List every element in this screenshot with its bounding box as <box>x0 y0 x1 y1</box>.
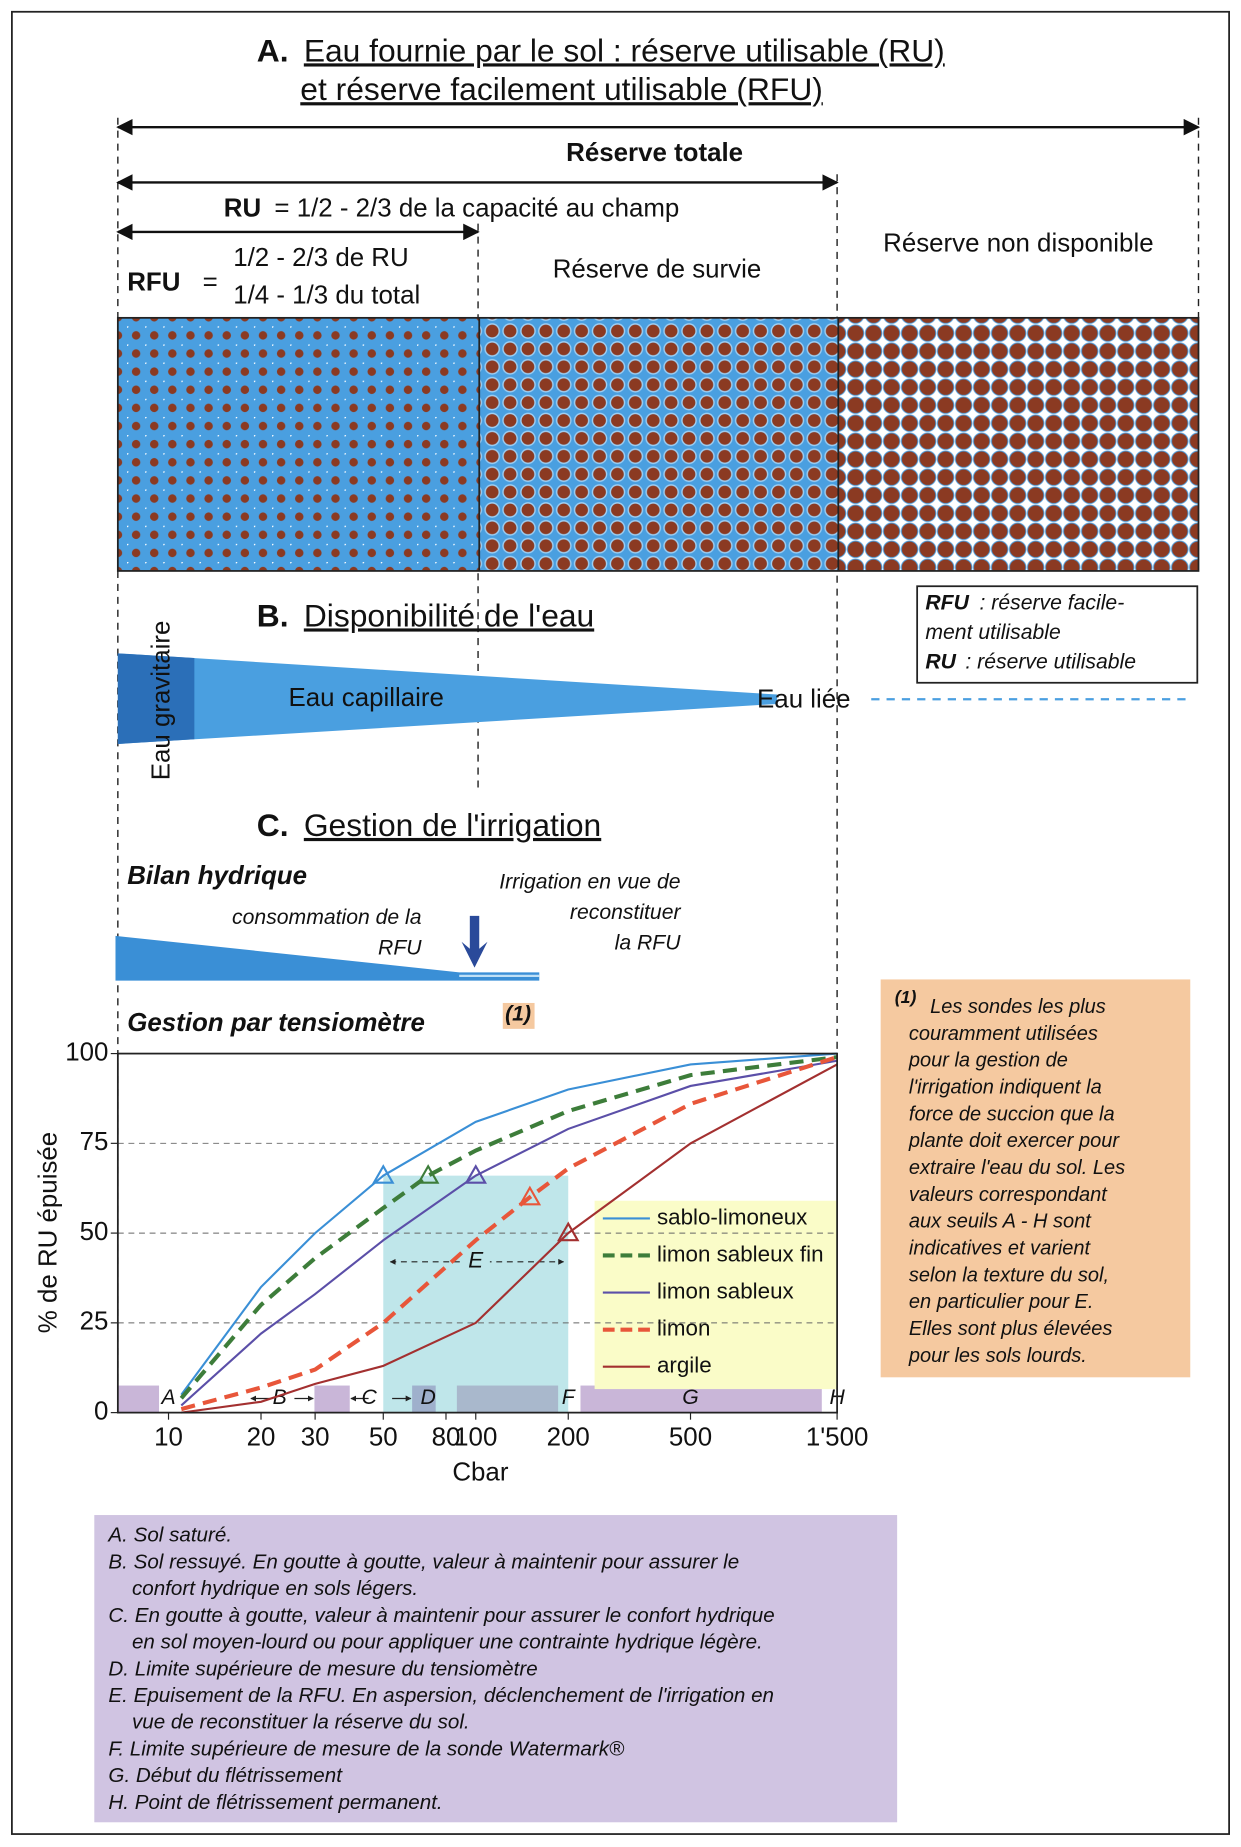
x-tick-label: 50 <box>369 1423 398 1451</box>
footnote-line: F. Limite supérieure de mesure de la son… <box>108 1737 625 1760</box>
note-line: l'irrigation indiquent la <box>909 1076 1102 1098</box>
zone-label: A <box>159 1386 175 1409</box>
footnote-line: E. Epuisement de la RFU. En aspersion, d… <box>108 1684 774 1707</box>
section-title: Gestion de l'irrigation <box>304 807 601 843</box>
y-tick-label: 50 <box>80 1218 109 1246</box>
legend-label: argile <box>657 1353 712 1378</box>
x-tick-label: 30 <box>301 1423 330 1451</box>
legend-label: sablo-limoneux <box>657 1204 807 1229</box>
note-line: force de succion que la <box>909 1103 1115 1125</box>
y-tick-label: 100 <box>65 1038 108 1066</box>
footnote-line: vue de reconstituer la réserve du sol. <box>132 1711 470 1734</box>
x-tick-label: 1'500 <box>806 1423 869 1451</box>
label: Eau liée <box>757 685 851 713</box>
footnote-line: en sol moyen-lourd ou pour appliquer une… <box>132 1631 763 1654</box>
subtitle: Bilan hydrique <box>127 862 307 890</box>
note-line: plante doit exercer pour <box>908 1130 1120 1152</box>
note-line: valeurs correspondant <box>909 1184 1108 1206</box>
note-line: aux seuils A - H sont <box>909 1211 1092 1233</box>
abbrev-def: : réserve facile- <box>980 591 1125 614</box>
label: 1/2 - 2/3 de RU <box>233 244 408 272</box>
section-letter: C. <box>257 807 289 843</box>
page: Réserve utilisable {"section_a": {"lette… <box>0 0 1241 1847</box>
footnote-line: A. Sol saturé. <box>106 1524 232 1547</box>
e-zone <box>383 1176 568 1413</box>
note-line: en particulier pour E. <box>909 1291 1094 1313</box>
section-letter: A. <box>257 32 289 68</box>
label: la RFU <box>615 932 682 955</box>
note-line: pour les sols lourds. <box>908 1345 1087 1367</box>
abbrev: RFU <box>925 591 969 614</box>
abbrev-def: ment utilisable <box>925 621 1060 644</box>
label: consommation de la <box>232 906 422 929</box>
note-line: Elles sont plus élevées <box>909 1318 1112 1340</box>
footnote-line: H. Point de flétrissement permanent. <box>108 1791 442 1814</box>
infographic: A. Eau fournie par le sol : réserve util… <box>0 0 1241 1847</box>
note-line: couramment utilisées <box>909 1023 1098 1045</box>
x-tick-label: 20 <box>247 1423 276 1451</box>
body: A. Eau fournie par le sol : réserve util… <box>0 0 1241 1847</box>
label: Eau gravitaire <box>147 621 175 781</box>
legend-label: limon sableux <box>657 1278 794 1303</box>
note-line: selon la texture du sol, <box>909 1264 1109 1286</box>
label: = 1/2 - 2/3 de la capacité au champ <box>274 194 679 222</box>
x-axis-label: Cbar <box>452 1459 508 1487</box>
y-tick-label: 0 <box>94 1397 108 1425</box>
e-label: E <box>468 1248 484 1273</box>
zone-label: F <box>562 1386 576 1409</box>
footnote-line: G. Début du flétrissement <box>108 1764 343 1787</box>
footnote-line: confort hydrique en sols légers. <box>132 1577 418 1600</box>
subtitle: Gestion par tensiomètre <box>127 1009 425 1037</box>
label: Irrigation en vue de <box>499 870 680 893</box>
section-title: et réserve facilement utilisable (RFU) <box>300 71 823 107</box>
footnote-line: C. En goutte à goutte, valeur à mainteni… <box>108 1604 774 1627</box>
x-tick-label: 500 <box>669 1423 712 1451</box>
section-title: Disponibilité de l'eau <box>304 597 594 633</box>
label: Réserve totale <box>566 139 743 167</box>
note-line: pour la gestion de <box>908 1050 1068 1072</box>
y-axis-label: % de RU épuisée <box>34 1132 62 1333</box>
legend-label: limon sableux fin <box>657 1241 824 1266</box>
label: RFU <box>378 936 422 959</box>
x-tick-label: 100 <box>454 1423 497 1451</box>
label: Eau capillaire <box>289 684 444 712</box>
footnote-line: D. Limite supérieure de mesure du tensio… <box>108 1657 537 1680</box>
label: = <box>203 269 218 297</box>
legend-label: limon <box>657 1316 710 1341</box>
section-title: Eau fournie par le sol : réserve utilisa… <box>304 32 945 68</box>
y-tick-label: 25 <box>80 1308 109 1336</box>
y-tick-label: 75 <box>80 1128 109 1156</box>
x-tick-label: 10 <box>154 1423 183 1451</box>
label: Réserve de survie <box>553 256 762 284</box>
note-ref: (1) <box>895 987 917 1007</box>
soil-block <box>118 318 1199 571</box>
x-tick-label: 200 <box>547 1423 590 1451</box>
note-line: indicatives et varient <box>909 1238 1092 1260</box>
label: reconstituer <box>570 901 682 924</box>
label: Réserve non disponible <box>883 230 1153 258</box>
section-letter: B. <box>257 597 289 633</box>
abbrev: RU <box>925 650 956 673</box>
label: RU <box>224 194 261 222</box>
note-line: Les sondes les plus <box>930 996 1106 1018</box>
label: RFU <box>127 269 180 297</box>
abbrev-def: : réserve utilisable <box>965 650 1136 673</box>
zone-label: G <box>682 1386 698 1409</box>
ref: (1) <box>505 1002 531 1025</box>
label: 1/4 - 1/3 du total <box>233 281 420 309</box>
zone-label: C <box>362 1386 378 1409</box>
note-line: extraire l'eau du sol. Les <box>909 1157 1125 1179</box>
zone-label: D <box>421 1386 436 1409</box>
footnote-line: B. Sol ressuyé. En goutte à goutte, vale… <box>108 1550 739 1573</box>
